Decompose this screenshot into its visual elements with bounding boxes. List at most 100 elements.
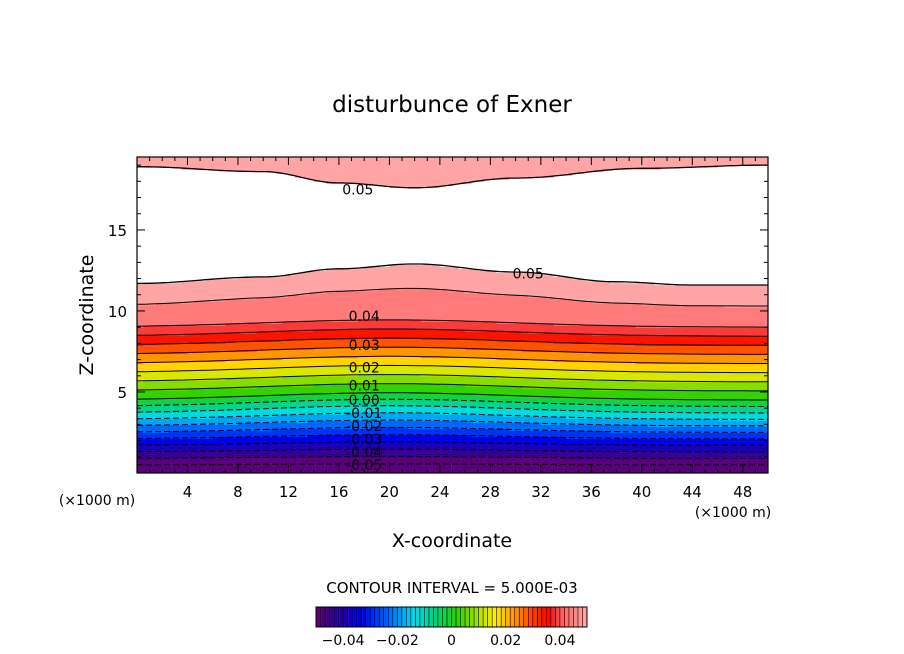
field-cell [206, 254, 214, 257]
field-cell [301, 323, 308, 326]
field-cell [326, 428, 334, 432]
field-cell [244, 213, 252, 217]
field-cell [301, 173, 308, 176]
field-cell [313, 343, 321, 346]
field-cell [294, 169, 302, 172]
field-cell [212, 177, 220, 180]
field-cell [269, 304, 277, 308]
field-cell [326, 183, 334, 186]
field-cell [319, 292, 327, 296]
field-cell [200, 197, 208, 201]
field-cell [155, 325, 163, 328]
field-cell [269, 179, 277, 182]
field-cell [269, 205, 277, 209]
field-cell [307, 331, 315, 334]
field-cell [174, 329, 182, 332]
field-cell [313, 244, 321, 247]
field-cell [206, 294, 214, 298]
field-cell [319, 462, 327, 466]
field-cell [168, 458, 176, 462]
field-cell [155, 236, 163, 239]
field-cell [288, 203, 296, 207]
field-cell [137, 414, 144, 417]
field-cell [250, 341, 258, 344]
field-cell [187, 169, 195, 172]
field-cell [143, 323, 151, 326]
field-cell [181, 244, 189, 247]
field-cell [319, 310, 327, 314]
field-cell [149, 308, 157, 312]
field-cell [193, 240, 201, 243]
field-cell [137, 371, 144, 375]
field-cell [137, 460, 144, 464]
field-cell [206, 458, 214, 462]
field-cell [174, 426, 182, 430]
field-cell [225, 181, 233, 184]
field-cell [288, 219, 296, 223]
field-cell [301, 189, 308, 193]
field-cell [231, 363, 239, 367]
field-cell [326, 233, 334, 237]
field-cell [225, 391, 233, 395]
field-cell [149, 377, 157, 381]
field-cell [319, 325, 327, 328]
field-cell [181, 306, 189, 310]
field-cell [301, 381, 308, 385]
field-cell [181, 373, 189, 377]
field-cell [219, 418, 226, 421]
field-cell [288, 466, 296, 470]
field-cell [225, 375, 233, 379]
field-cell [225, 298, 233, 302]
field-cell [168, 319, 176, 322]
field-cell [168, 430, 176, 434]
field-cell [231, 211, 239, 215]
field-cell [155, 357, 163, 361]
field-cell [174, 432, 182, 436]
field-cell [319, 394, 327, 397]
field-cell [319, 223, 327, 227]
field-cell [162, 343, 170, 346]
field-cell [231, 221, 239, 225]
field-cell [294, 448, 302, 452]
field-cell [181, 460, 189, 464]
field-cell [219, 211, 226, 215]
field-cell [256, 440, 264, 444]
field-cell [137, 169, 144, 172]
field-cell [168, 292, 176, 296]
field-cell [269, 258, 277, 261]
field-cell [244, 391, 252, 395]
field-cell [288, 306, 296, 310]
field-cell [319, 385, 327, 389]
field-cell [256, 193, 264, 197]
field-cell [168, 296, 176, 300]
field-cell [212, 402, 220, 405]
field-cell [256, 381, 264, 385]
field-cell [137, 262, 144, 265]
field-cell [263, 282, 271, 286]
field-cell [212, 347, 220, 351]
field-cell [294, 286, 302, 290]
field-cell [307, 428, 315, 432]
field-cell [155, 290, 163, 294]
field-cell [313, 276, 321, 280]
field-cell [193, 207, 201, 211]
field-cell [263, 167, 271, 170]
field-cell [250, 292, 258, 296]
field-cell [200, 248, 208, 251]
field-cell [219, 177, 226, 180]
field-cell [206, 446, 214, 450]
field-cell [269, 278, 277, 282]
field-cell [225, 412, 233, 415]
field-cell [332, 236, 340, 239]
field-cell [263, 238, 271, 241]
field-cell [275, 391, 283, 395]
field-cell [155, 252, 163, 255]
field-cell [168, 183, 176, 186]
field-cell [149, 244, 157, 247]
field-cell [275, 292, 283, 296]
field-cell [212, 394, 220, 397]
field-cell [282, 302, 290, 306]
field-cell [237, 347, 245, 351]
field-cell [237, 262, 245, 265]
field-cell [212, 266, 220, 270]
